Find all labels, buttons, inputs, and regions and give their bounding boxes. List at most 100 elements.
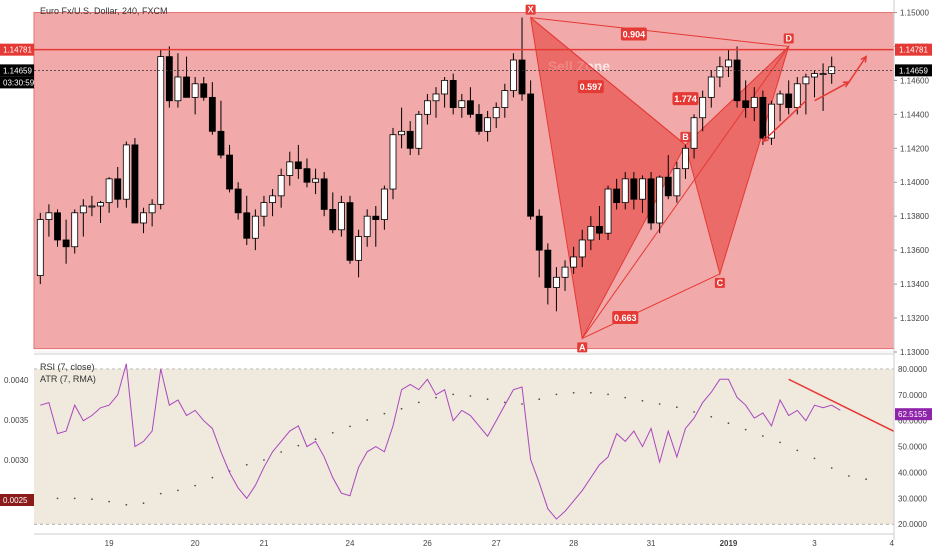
candle-body (802, 76, 810, 85)
price-tick-label: 1.13600 (900, 246, 929, 255)
candle-body (750, 96, 758, 108)
candle-body (277, 175, 285, 197)
candle-body (501, 90, 509, 108)
atr-dot (469, 395, 472, 397)
point-label: D (785, 33, 792, 43)
atr-dot (521, 403, 523, 405)
time-tick-label: 3 (812, 539, 817, 548)
atr-dot (830, 467, 833, 469)
atr-dot (159, 492, 162, 495)
candle-body (621, 178, 629, 204)
atr-dots (56, 391, 868, 506)
atr-dot (675, 406, 678, 409)
right-price-tags: 1.14781 1.14659 (895, 43, 932, 77)
point-label: C (717, 278, 724, 288)
atr-tick-label: 0.0030 (4, 456, 29, 465)
candle-body (148, 203, 156, 214)
point-box (783, 33, 794, 44)
rsi-band (34, 368, 894, 525)
candle-body (183, 76, 190, 98)
atr-dot (641, 399, 644, 402)
candle-body (165, 56, 173, 102)
sell-zone-rectangle[interactable] (33, 11, 895, 350)
candle-body (363, 215, 371, 237)
candle-body (759, 96, 767, 139)
candle-body (320, 178, 328, 210)
atr-tick-label: 0.0035 (4, 416, 29, 425)
rsi-tick-label: 80.0000 (898, 365, 927, 374)
candle-body (269, 195, 276, 204)
candle-body (234, 188, 242, 214)
atr-dot (779, 441, 781, 444)
atr-dot (56, 497, 59, 500)
rsi-label: RSI (7, close) (40, 362, 95, 372)
price-tick-label: 1.14200 (900, 144, 929, 153)
arrow-head (860, 55, 868, 63)
time-tick-label: 24 (346, 539, 355, 548)
resistance-tag-left: 1.14781 (3, 46, 32, 55)
atr-label: ATR (7, RMA) (40, 374, 96, 384)
atr-dot (73, 497, 76, 500)
atr-dot (693, 411, 695, 413)
candle-body (742, 100, 750, 108)
atr-value-tag: 0.0025 (3, 496, 28, 505)
ratio-box (672, 92, 699, 106)
candle-body (535, 215, 543, 251)
candle-body (286, 161, 294, 176)
point-box (525, 4, 536, 15)
resistance-price-tag: 1.14781 (899, 46, 928, 55)
rsi-trendline[interactable] (788, 378, 910, 440)
atr-dot (314, 438, 317, 441)
atr-dot (400, 407, 403, 410)
projection-line (848, 56, 867, 83)
atr-tick-label: 0.0040 (4, 376, 29, 385)
atr-dot (848, 475, 850, 477)
rsi-tick-label: 40.0000 (898, 468, 927, 477)
atr-dot (331, 431, 334, 434)
atr-dot (91, 498, 93, 501)
candle-body (432, 93, 440, 102)
indicator-pane[interactable]: RSI (7, close) ATR (7, RMA) (34, 356, 910, 532)
point-labels: X A B C D (525, 4, 794, 353)
projection-arrows[interactable] (761, 55, 868, 143)
candle-body (553, 276, 560, 288)
point-label: B (682, 132, 689, 142)
rsi-axis[interactable]: 80.0000 70.0000 60.0000 50.0000 40.0000 30.00… (893, 356, 932, 532)
candle-body (79, 205, 87, 214)
atr-dot (865, 478, 868, 481)
rsi-tick-label: 60.0000 (898, 417, 927, 426)
atr-dot (452, 393, 455, 396)
candle-body (346, 202, 354, 261)
point-box (680, 131, 691, 142)
time-axis[interactable]: 192021242627283120193478910 (34, 533, 932, 548)
candle-body (294, 161, 302, 170)
current-tag-left: 1.14659 (3, 66, 32, 75)
candle-body (492, 107, 500, 119)
atr-dot (142, 502, 145, 505)
atr-dot (280, 451, 283, 453)
point-label: X (528, 5, 534, 15)
price-tick-label: 1.13800 (900, 212, 929, 221)
candle-body (707, 76, 715, 98)
ratio-label: 0.663 (614, 313, 637, 323)
candle-body (131, 144, 139, 224)
atr-dot (349, 425, 351, 428)
candle-body (639, 178, 646, 200)
candle-body (544, 249, 552, 288)
candle-body (355, 236, 362, 261)
symbol-title: Euro Fx/U.S. Dollar, 240, FXCM (40, 6, 168, 16)
candle-body (570, 256, 578, 268)
candle-body (54, 212, 61, 241)
countdown-tag: 03:30:59 (3, 78, 35, 87)
candle-body (243, 212, 251, 239)
time-tick-label: 20 (191, 539, 200, 548)
candle-body (690, 117, 698, 149)
candle-body (406, 130, 414, 149)
atr-dot (211, 476, 214, 479)
line-ac (582, 273, 721, 339)
price-tick-label: 1.13400 (900, 280, 929, 289)
candle-body (415, 113, 423, 149)
